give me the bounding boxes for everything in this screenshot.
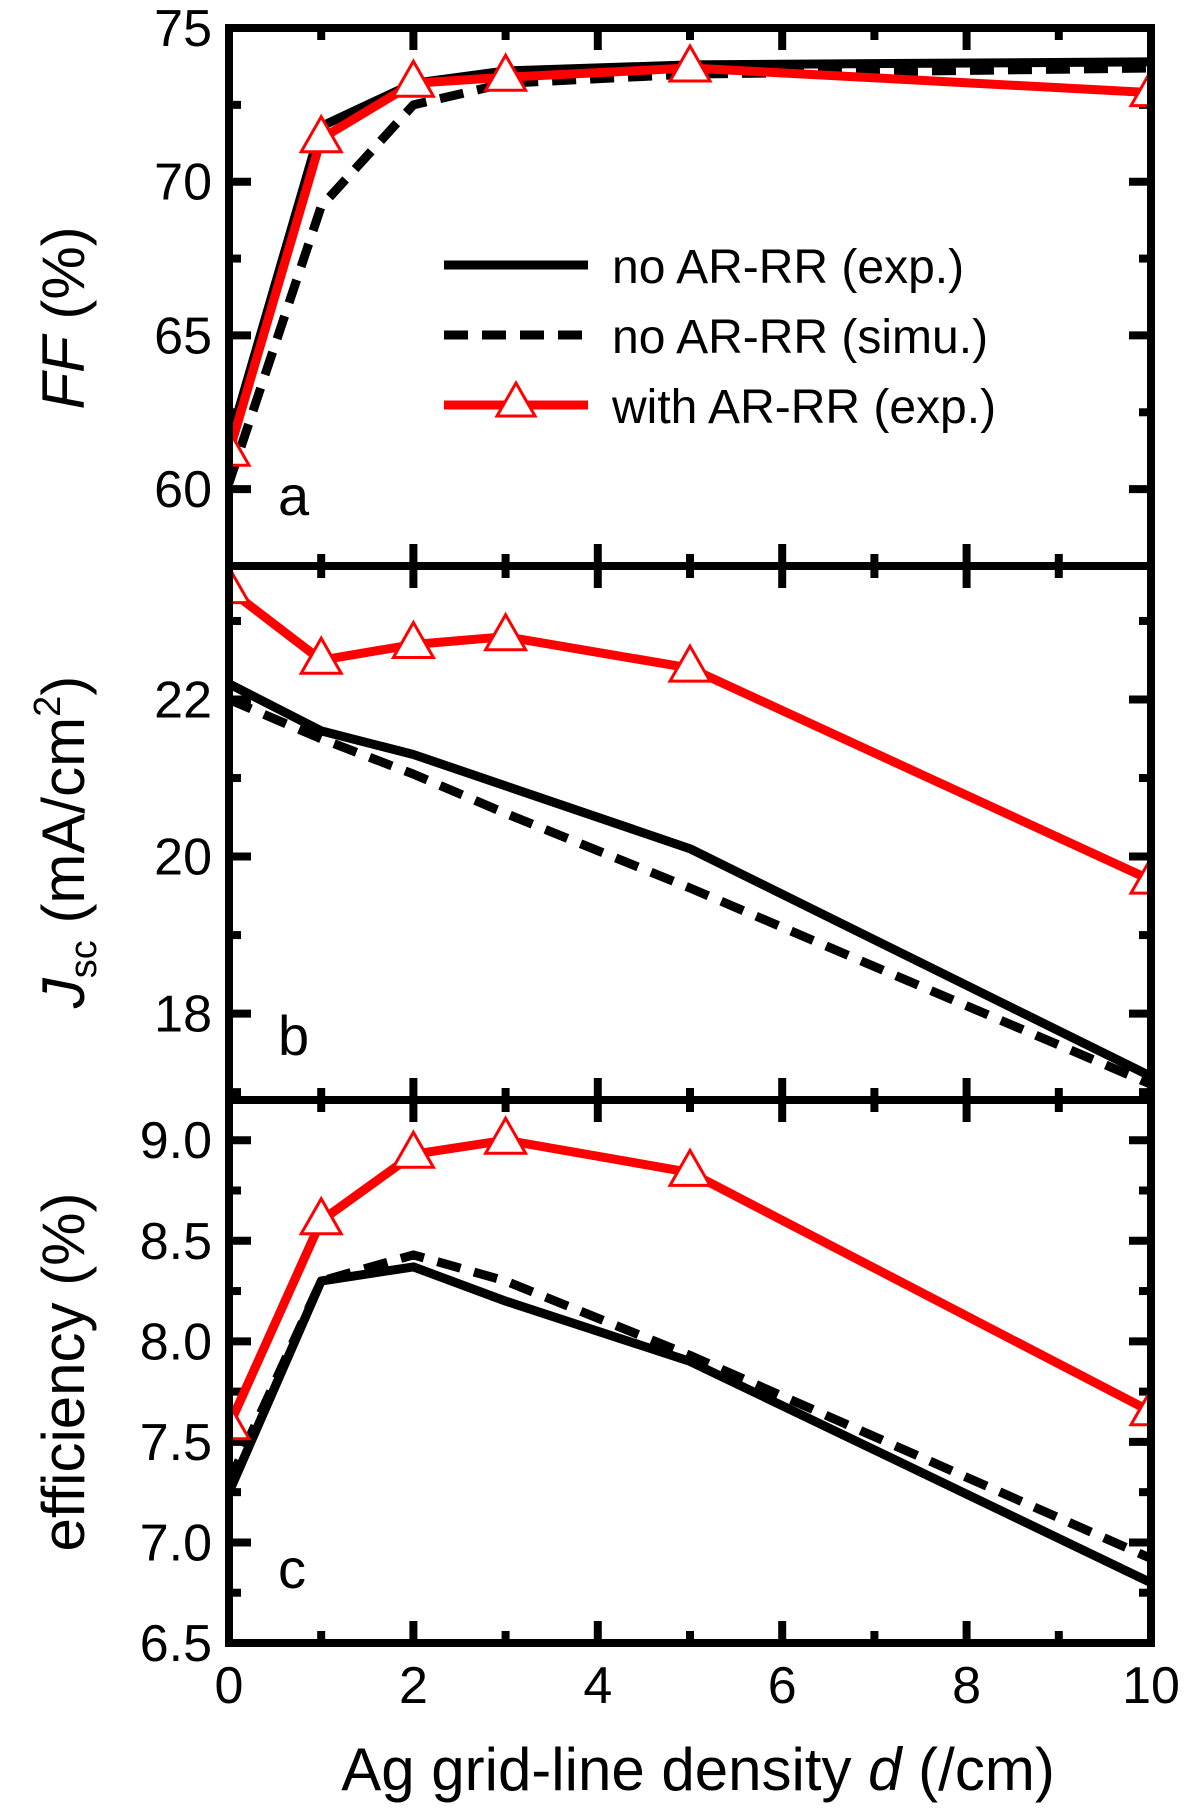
series-group xyxy=(229,42,1151,485)
y-tick-label: 8.0 xyxy=(140,1313,212,1371)
y-tick-label: 20 xyxy=(154,829,212,887)
y-axis-title-jsc: Jsc (mA/cm2) xyxy=(27,676,105,1009)
panel-letter-b: b xyxy=(278,1004,309,1067)
data-point-marker xyxy=(229,427,252,467)
series-line-0 xyxy=(229,679,1151,1081)
series-line-1 xyxy=(229,1250,1151,1563)
y-tick-label: 7.5 xyxy=(140,1414,212,1472)
data-point-marker xyxy=(667,42,713,83)
data-point-marker xyxy=(667,1147,713,1187)
y-axis-title-efficiency: efficiency (%) xyxy=(30,1192,97,1551)
data-point-marker xyxy=(667,643,713,683)
x-axis-title: Ag grid-line density d (/cm) xyxy=(341,1736,1055,1803)
panel-b: 18 20 22 xyxy=(154,562,1155,1104)
data-point-marker xyxy=(229,566,252,605)
data-point-marker xyxy=(298,635,344,675)
data-point-marker xyxy=(1128,855,1151,895)
series-line-2 xyxy=(229,63,1151,454)
series-line-2 xyxy=(229,586,1151,885)
data-point-marker xyxy=(1128,67,1151,108)
x-tick-label: 4 xyxy=(583,1657,612,1715)
series-line-2 xyxy=(229,1135,1151,1428)
x-tick-label: 2 xyxy=(399,1657,428,1715)
plot-layer: 60 65 70 75 18 20 22 6.5 7.0 7.5 8.0 8.5 9.0 0 2 4 6 8 10 xyxy=(140,0,1180,1715)
y-tick-label: 22 xyxy=(154,672,212,730)
x-tick-label: 6 xyxy=(768,1657,797,1715)
data-point-marker xyxy=(390,58,436,98)
panel-letter-c: c xyxy=(278,1537,306,1600)
data-point-marker xyxy=(390,1129,436,1169)
data-point-marker xyxy=(483,52,529,92)
legend-entry-exp: no AR-RR (exp.) xyxy=(612,241,964,294)
y-tick-label: 18 xyxy=(154,986,212,1044)
series-group xyxy=(229,566,1151,1089)
y-tick-label: 65 xyxy=(154,307,212,365)
data-point-marker xyxy=(390,619,436,659)
panel-frame xyxy=(225,1096,1155,1647)
series-line-1 xyxy=(229,63,1151,485)
y-tick-label: 9.0 xyxy=(140,1112,212,1170)
legend-swatch-ar-marker xyxy=(494,379,538,418)
x-tick-label: 10 xyxy=(1122,1657,1180,1715)
y-tick-label: 70 xyxy=(154,154,212,212)
data-point-marker xyxy=(298,113,344,154)
legend-entry-ar: with AR-RR (exp.) xyxy=(611,381,996,434)
panel-c: 6.5 7.0 7.5 8.0 8.5 9.0 xyxy=(140,1096,1155,1673)
legend: no AR-RR (exp.) no AR-RR (simu.) with AR… xyxy=(444,241,996,434)
y-axis-title-ff: FF (%) xyxy=(30,226,97,409)
y-tick-label: 6.5 xyxy=(140,1615,212,1673)
series-line-0 xyxy=(229,1262,1151,1587)
data-point-marker xyxy=(483,1115,529,1155)
y-tick-label: 75 xyxy=(154,0,212,58)
legend-entry-simu: no AR-RR (simu.) xyxy=(612,311,988,364)
data-point-marker xyxy=(298,1195,344,1236)
data-point-marker xyxy=(229,1400,252,1441)
x-tick-label: 8 xyxy=(952,1657,981,1715)
y-tick-label: 60 xyxy=(154,461,212,519)
series-line-1 xyxy=(229,695,1151,1089)
data-point-marker xyxy=(483,611,529,652)
y-tick-label: 8.5 xyxy=(140,1213,212,1271)
y-tick-label: 7.0 xyxy=(140,1514,212,1572)
series-group xyxy=(229,1115,1151,1587)
x-tick-label: 0 xyxy=(215,1657,244,1715)
data-point-marker xyxy=(1128,1386,1151,1427)
panel-letter-a: a xyxy=(278,464,310,527)
